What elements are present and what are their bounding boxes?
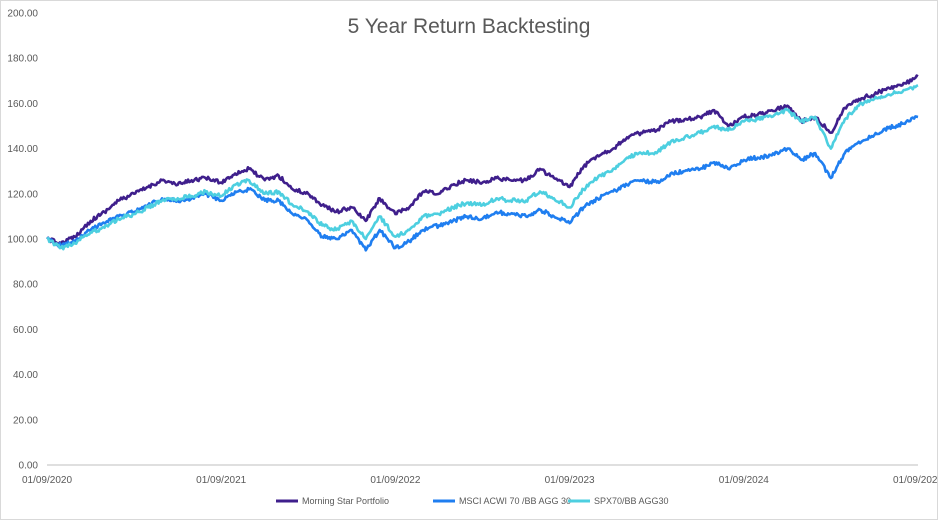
series-lines — [46, 74, 919, 252]
x-tick-label: 01/09/2025 — [893, 475, 938, 486]
y-tick-label: 20.00 — [13, 415, 38, 426]
y-tick-label: 60.00 — [13, 325, 38, 336]
series-line — [46, 115, 919, 252]
y-tick-label: 80.00 — [13, 280, 38, 291]
legend-label: Morning Star Portfolio — [302, 496, 389, 506]
x-tick-label: 01/09/2022 — [370, 475, 420, 486]
series-line — [46, 74, 919, 246]
y-tick-label: 40.00 — [13, 370, 38, 381]
x-tick-label: 01/09/2024 — [719, 475, 769, 486]
y-tick-label: 140.00 — [7, 144, 38, 155]
series-line — [46, 84, 919, 251]
y-tick-label: 200.00 — [7, 9, 38, 20]
y-tick-label: 120.00 — [7, 189, 38, 200]
y-tick-label: 100.00 — [7, 235, 38, 246]
legend-label: MSCI ACWI 70 /BB AGG 30 — [459, 496, 571, 506]
y-tick-label: 180.00 — [7, 54, 38, 65]
legend-label: SPX70/BB AGG30 — [594, 496, 669, 506]
y-tick-label: 0.00 — [19, 461, 39, 472]
chart-title: 5 Year Return Backtesting — [348, 15, 591, 38]
y-tick-label: 160.00 — [7, 99, 38, 110]
x-axis: 01/09/2020 01/09/2021 01/09/2022 01/09/2023… — [22, 464, 938, 486]
legend: Morning Star Portfolio MSCI ACWI 70 /BB A… — [276, 496, 669, 506]
x-tick-label: 01/09/2021 — [196, 475, 246, 486]
x-tick-label: 01/09/2023 — [545, 475, 595, 486]
y-axis: 0.00 20.00 40.00 60.00 80.00 100.00 120.00 140.… — [7, 9, 38, 472]
x-tick-label: 01/09/2020 — [22, 475, 72, 486]
